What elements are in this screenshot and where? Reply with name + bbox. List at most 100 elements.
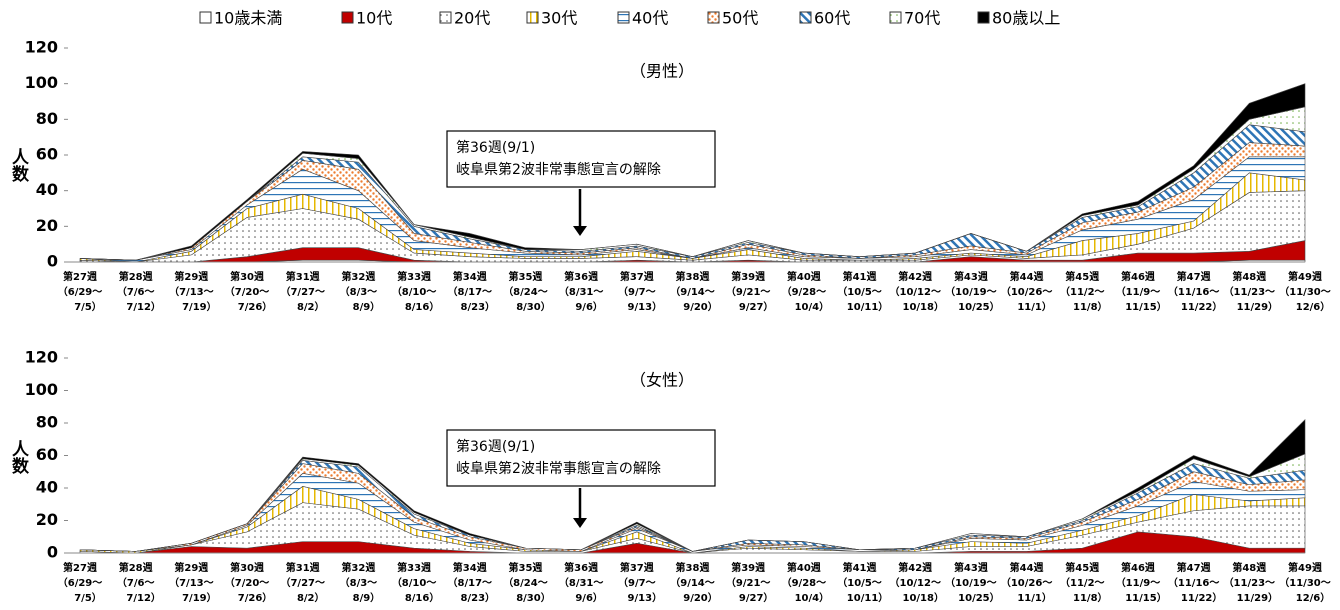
x-tick-label: 9/27） (739, 591, 774, 604)
x-tick-label: 10/25） (958, 300, 999, 313)
x-tick-label: 第27週 (63, 270, 97, 283)
x-tick-label: 7/12） (126, 591, 161, 604)
x-tick-label: 12/6） (1296, 591, 1331, 604)
x-tick-label: 第40週 (787, 270, 821, 283)
area (79, 419, 1306, 552)
x-tick-label: 第39週 (731, 270, 765, 283)
x-tick-label: （11/23～ (1224, 576, 1275, 589)
x-tick-label: 8/16） (405, 300, 440, 313)
y-tick-label: 120 (25, 348, 58, 367)
x-tick-label: 11/8） (1073, 591, 1108, 604)
x-tick-label: 11/15） (1125, 300, 1166, 313)
y-axis-label: 人数 (8, 148, 29, 183)
panel-title: （男性） (630, 62, 694, 81)
x-tick-label: （8/24～ (503, 285, 548, 298)
x-tick-label: 第46週 (1121, 270, 1155, 283)
x-tick-label: （7/20～ (225, 285, 270, 298)
x-tick-label: 第35週 (508, 270, 542, 283)
x-tick-label: （8/3～ (340, 285, 378, 298)
x-tick-label: 第33週 (397, 561, 431, 574)
x-tick-label: （11/9～ (1116, 576, 1161, 589)
x-tick-label: 第41週 (843, 270, 877, 283)
y-tick-label: 40 (36, 180, 58, 199)
x-tick-label: 第49週 (1288, 270, 1322, 283)
x-tick-label: （6/29～ (58, 285, 103, 298)
arrow-head (573, 518, 587, 528)
x-tick-label: 7/19） (182, 300, 217, 313)
x-tick-label: 10/18） (902, 300, 943, 313)
x-tick-label: 第35週 (508, 561, 542, 574)
x-tick-label: 8/9） (353, 300, 381, 313)
x-tick-label: （7/20～ (225, 576, 270, 589)
legend-swatch (799, 11, 812, 24)
annotation: 岐阜県第2波非常事態宣言の解除 (456, 460, 661, 477)
x-tick-label: 第44週 (1010, 561, 1044, 574)
y-axis-label: 人数 (8, 440, 29, 475)
x-tick-label: （9/14～ (670, 285, 715, 298)
legend-swatch (199, 11, 212, 24)
legend-label: 20代 (454, 9, 490, 28)
x-tick-label: （8/10～ (392, 576, 437, 589)
x-tick-label: 第28週 (119, 270, 153, 283)
x-tick-label: （8/31～ (559, 576, 604, 589)
x-tick-label: （9/7～ (618, 285, 656, 298)
panel-title: （女性） (630, 371, 694, 390)
x-tick-label: （7/6～ (117, 285, 155, 298)
x-tick-label: （10/5～ (837, 576, 882, 589)
x-tick-label: （10/19～ (945, 285, 996, 298)
x-tick-label: 10/11） (847, 591, 888, 604)
x-tick-label: （7/13～ (169, 285, 214, 298)
x-tick-label: 8/23） (461, 300, 496, 313)
x-tick-label: 第32週 (341, 270, 375, 283)
x-tick-label: 10/11） (847, 300, 888, 313)
x-tick-label: 8/2） (297, 591, 325, 604)
x-tick-label: （11/30～ (1279, 576, 1330, 589)
x-tick-label: （10/26～ (1001, 576, 1052, 589)
legend-swatch (526, 11, 539, 24)
annotation: 第36週(9/1) (456, 438, 535, 455)
x-tick-label: 第31週 (286, 270, 320, 283)
x-tick-label: 第46週 (1121, 561, 1155, 574)
x-tick-label: 7/12） (126, 300, 161, 313)
x-tick-label: （11/23～ (1224, 285, 1275, 298)
x-tick-label: 9/13） (628, 300, 663, 313)
x-tick-label: （10/12～ (889, 576, 940, 589)
x-tick-label: 第34週 (453, 270, 487, 283)
x-tick-label: 9/13） (628, 591, 663, 604)
legend-label: 70代 (904, 9, 940, 28)
x-tick-label: 9/6） (575, 300, 603, 313)
x-tick-label: （9/28～ (782, 285, 827, 298)
x-tick-label: （6/29～ (58, 576, 103, 589)
x-tick-label: 11/8） (1073, 300, 1108, 313)
x-tick-label: 第48週 (1232, 270, 1266, 283)
x-tick-label: 第40週 (787, 561, 821, 574)
y-tick-label: 80 (36, 413, 58, 432)
y-tick-label: 100 (25, 380, 58, 399)
x-tick-label: 7/26） (238, 300, 273, 313)
y-tick-label: 20 (36, 510, 58, 529)
y-tick-label: 120 (25, 38, 58, 57)
x-tick-label: （11/30～ (1279, 285, 1330, 298)
y-tick-label: 20 (36, 216, 58, 235)
area (79, 83, 1306, 261)
x-tick-label: 第36週 (564, 270, 598, 283)
x-tick-label: （10/19～ (945, 576, 996, 589)
x-tick-label: 8/2） (297, 300, 325, 313)
x-tick-label: 第37週 (620, 561, 654, 574)
x-tick-label: （9/28～ (782, 576, 827, 589)
x-tick-label: （11/2～ (1060, 285, 1105, 298)
x-tick-label: 9/20） (683, 300, 718, 313)
x-tick-label: 11/22） (1181, 591, 1222, 604)
legend-swatch (889, 11, 902, 24)
x-tick-label: （10/26～ (1001, 285, 1052, 298)
x-tick-label: 第32週 (341, 561, 375, 574)
x-tick-label: （8/31～ (559, 285, 604, 298)
x-tick-label: 第42週 (898, 561, 932, 574)
x-tick-label: 10/4） (795, 591, 830, 604)
x-tick-label: 第43週 (954, 561, 988, 574)
y-tick-label: 80 (36, 109, 58, 128)
x-tick-label: 第30週 (230, 270, 264, 283)
x-tick-label: 11/29） (1237, 300, 1278, 313)
x-tick-label: 第42週 (898, 270, 932, 283)
x-tick-label: 第45週 (1065, 270, 1099, 283)
